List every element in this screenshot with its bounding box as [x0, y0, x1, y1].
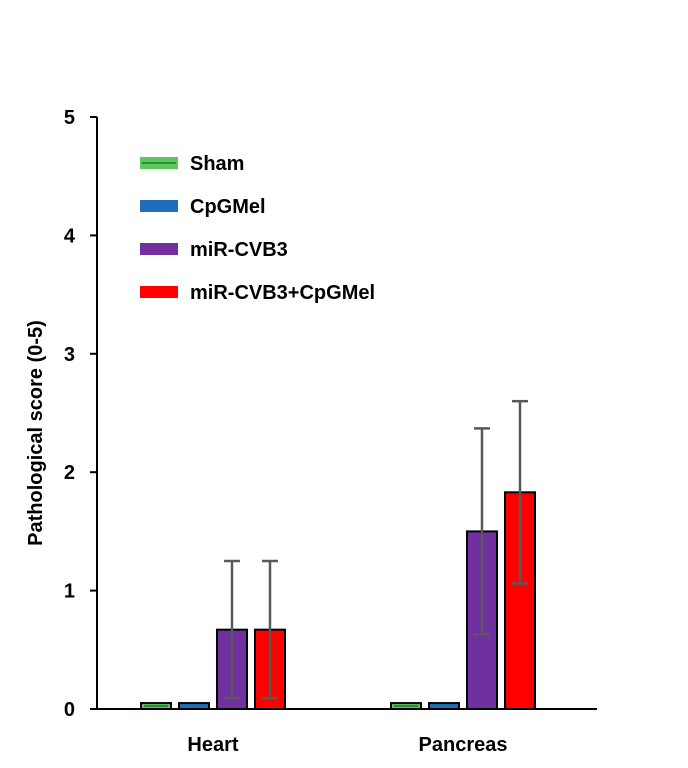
y-axis-tick-labels: 0 1 2 3 4 5 — [64, 107, 76, 721]
legend-item-mir-cvb3-cpgmel: miR-CVB3+CpGMel — [140, 282, 375, 304]
bars — [140, 491, 536, 711]
x-category-label-pancreas: Pancreas — [419, 734, 508, 756]
legend-label: miR-CVB3+CpGMel — [190, 282, 375, 304]
error-bar-2-0 — [224, 559, 240, 700]
y-tick-label-3: 3 — [64, 344, 75, 366]
y-tick-label-4: 4 — [64, 225, 76, 247]
error-bars — [224, 399, 528, 700]
legend-label: Sham — [190, 153, 244, 175]
legend-swatch — [140, 286, 178, 298]
y-tick-label-5: 5 — [64, 107, 75, 129]
x-axis-category-labels: Heart Pancreas — [187, 734, 507, 756]
legend-label: miR-CVB3 — [190, 239, 288, 261]
x-category-label-heart: Heart — [187, 734, 238, 756]
legend-label: CpGMel — [190, 196, 266, 218]
legend-swatch — [140, 243, 178, 255]
y-axis-title: Pathological score (0-5) — [25, 320, 47, 546]
y-tick-label-0: 0 — [64, 699, 75, 721]
legend-item-mir-cvb3: miR-CVB3 — [140, 239, 288, 261]
legend-item-cpgmel: CpGMel — [140, 196, 266, 218]
legend-swatch — [140, 200, 178, 212]
error-bar-3-0 — [262, 559, 278, 700]
y-axis-ticks — [90, 116, 97, 710]
legend-item-sham: Sham — [140, 153, 244, 175]
legend: Sham CpGMel miR-CVB3 miR-CVB3+CpGMel — [140, 153, 375, 304]
y-tick-label-2: 2 — [64, 462, 75, 484]
y-tick-label-1: 1 — [64, 581, 75, 603]
error-bar-2-1 — [474, 427, 490, 636]
error-bar-3-1 — [512, 399, 528, 585]
